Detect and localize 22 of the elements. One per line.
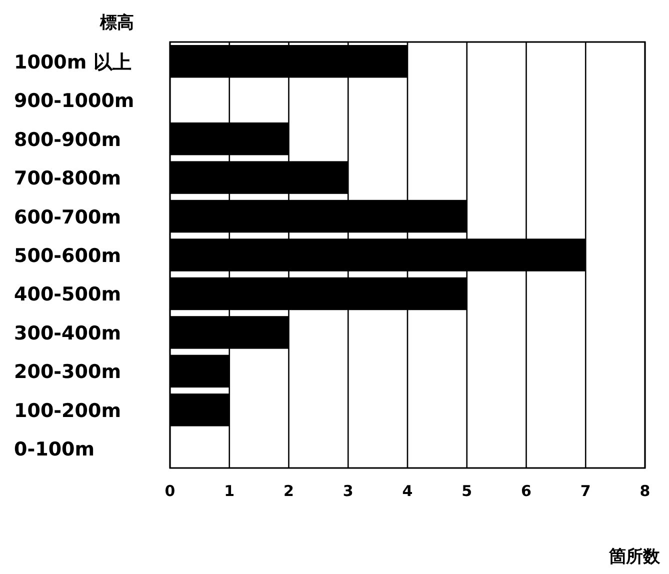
x-tick-label: 0	[164, 482, 176, 500]
y-tick-label: 800-900m	[14, 128, 122, 151]
y-tick-label: 0-100m	[14, 438, 95, 461]
x-tick-label: 6	[521, 482, 532, 500]
x-tick-label: 7	[580, 482, 591, 500]
y-tick-label: 600-700m	[14, 206, 122, 228]
y-tick-label: 300-400m	[14, 322, 122, 344]
x-tick-label: 4	[402, 482, 413, 500]
y-tick-label: 100-200m	[14, 400, 122, 422]
x-tick-label: 3	[342, 482, 354, 500]
y-tick-label: 200-300m	[14, 361, 122, 384]
y-axis-title: 標高	[99, 13, 134, 33]
y-tick-label: 400-500m	[14, 284, 122, 306]
x-tick-label: 5	[462, 482, 472, 500]
x-tick-label: 2	[284, 482, 294, 500]
y-tick-label: 700-800m	[14, 168, 122, 190]
x-tick-label: 8	[640, 482, 650, 500]
y-tick-label: 900-1000m	[14, 90, 134, 112]
y-tick-label: 1000m 以上	[14, 51, 132, 74]
x-axis-title: 箇所数	[608, 547, 661, 567]
x-tick-label: 1	[224, 482, 235, 500]
y-tick-label: 500-600m	[14, 245, 122, 267]
